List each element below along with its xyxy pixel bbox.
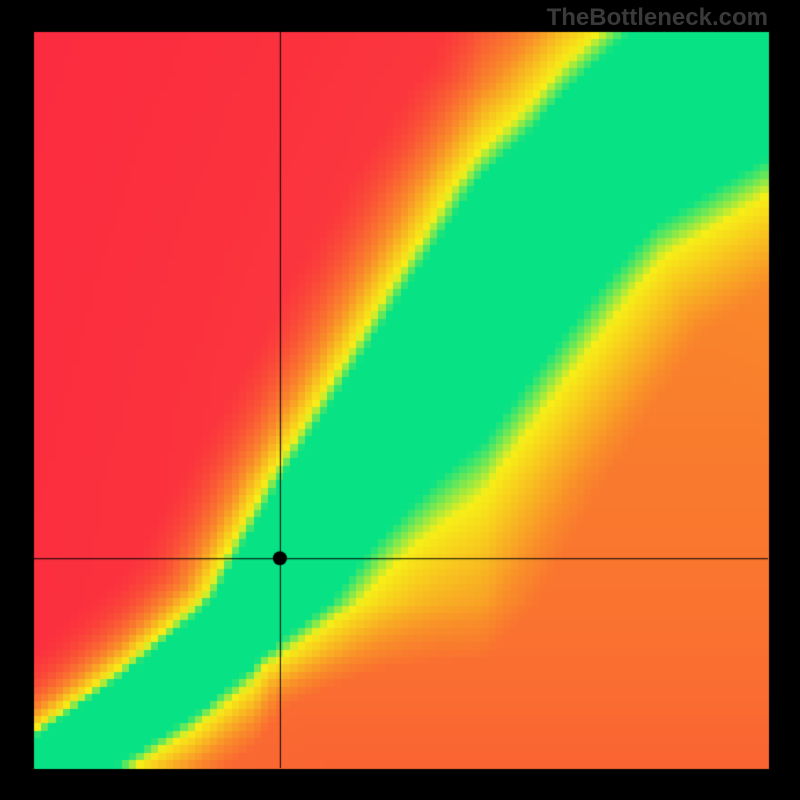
bottleneck-heatmap: [0, 0, 800, 800]
watermark-text: TheBottleneck.com: [547, 4, 768, 32]
chart-container: TheBottleneck.com: [0, 0, 800, 800]
